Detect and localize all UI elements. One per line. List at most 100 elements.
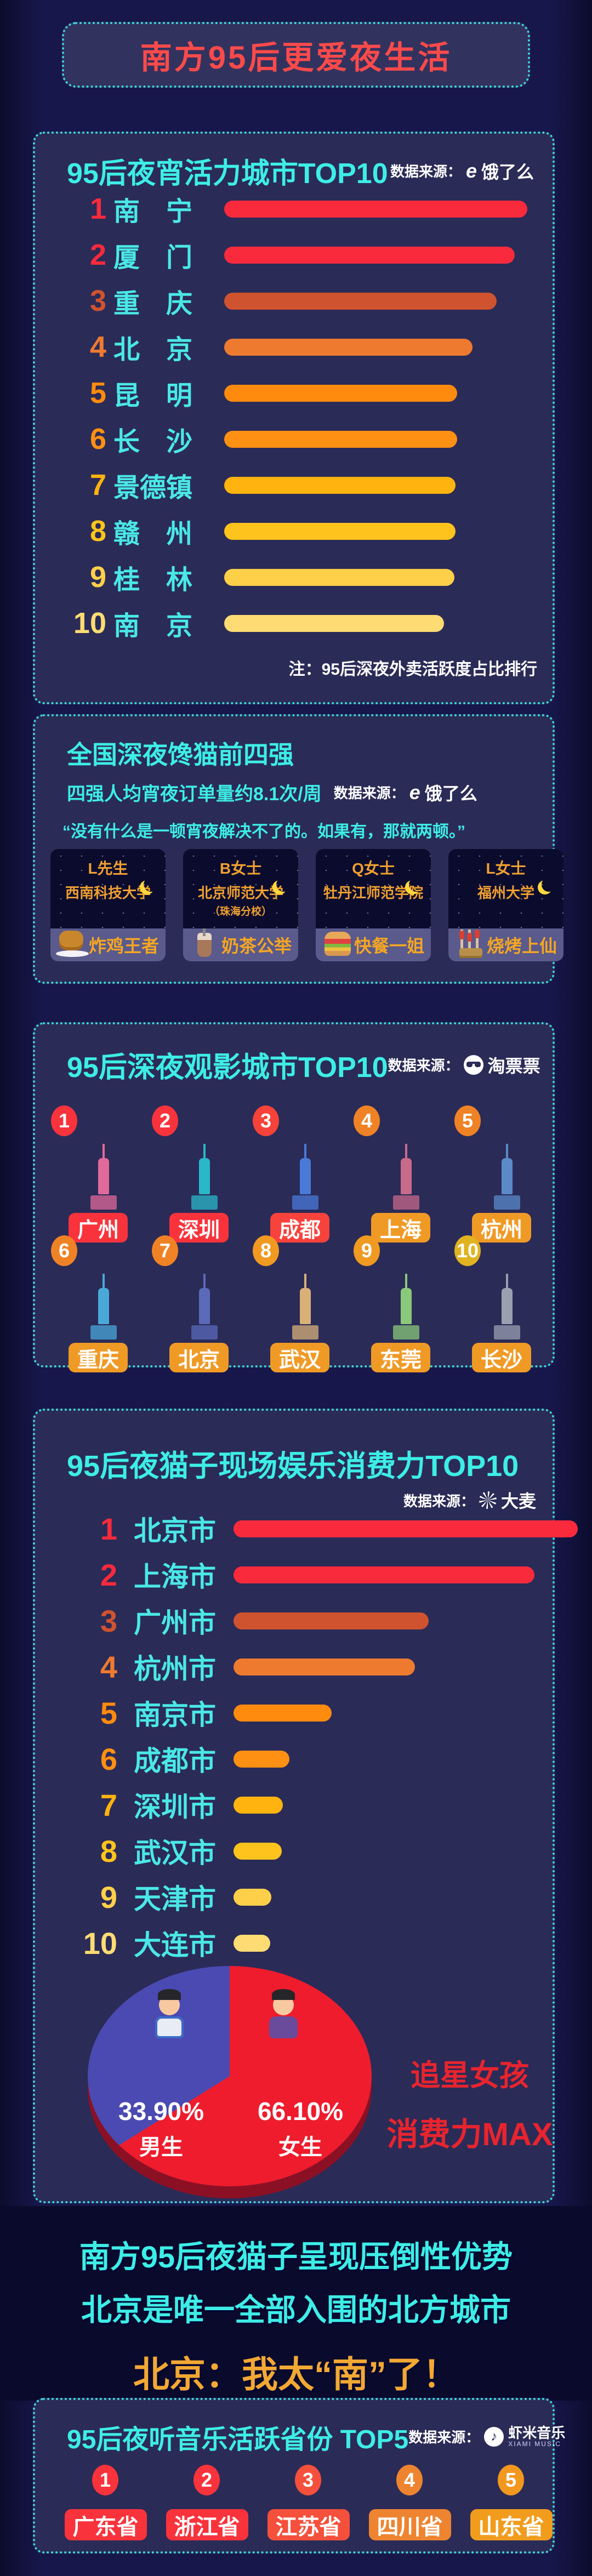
- value-bar: [234, 1612, 429, 1629]
- card-supper-cities: 95后夜宵活力城市TOP10 数据来源： e 饿了么 1 南 宁 2 厦 门 3…: [33, 132, 555, 704]
- rank-number: 8: [89, 515, 106, 548]
- conclusion-line2: 北京是唯一全部入围的北方城市: [81, 2293, 511, 2327]
- supper-bar-row: 4 北 京: [35, 324, 553, 370]
- supper-bar-row: 9 桂 林: [35, 554, 553, 600]
- rank-circle: 1: [51, 1105, 77, 1136]
- city-label: 昆 明: [113, 381, 193, 411]
- rank-number: 10: [83, 1925, 117, 1961]
- province-column: 5 山东省: [460, 2465, 562, 2540]
- title-banner: 南方95后更爱夜生活: [62, 22, 530, 88]
- highlight-line1: 追星女孩: [411, 2059, 529, 2092]
- rank-number: 3: [89, 284, 106, 317]
- source-name: 饿了么: [424, 783, 477, 803]
- rank-circle: 4: [396, 2465, 423, 2495]
- spending-bar-row: 3 广州市: [35, 1598, 553, 1644]
- rank-number: 10: [73, 607, 106, 640]
- rank-number: 7: [100, 1787, 117, 1822]
- school-label: 西南科技大学: [65, 885, 151, 901]
- rank-circle: 8: [253, 1235, 279, 1266]
- rank-number: 6: [89, 423, 106, 455]
- value-bar: [224, 476, 456, 494]
- city-landmark-icon: [191, 1137, 218, 1210]
- value-bar: [224, 200, 527, 218]
- city-label: 北 京: [113, 335, 193, 364]
- value-bar: [224, 292, 497, 310]
- moon-icon: [144, 877, 158, 892]
- movie-city-column: 4 上海: [350, 1105, 451, 1243]
- night-sky: L女士 福州大学: [448, 849, 563, 928]
- card-entertainment-spending: 95后夜猫子现场娱乐消费力TOP10 数据来源： 大麦 1 北京市 2 上海市 …: [33, 1409, 578, 2203]
- province-plate: 广东省: [64, 2509, 147, 2540]
- male-label: 男生: [139, 2135, 183, 2159]
- value-bar: [224, 384, 457, 402]
- city-label: 赣 州: [113, 520, 193, 549]
- city-label: 上海市: [134, 1561, 216, 1592]
- rank-number: 4: [100, 1649, 117, 1684]
- rank-number: 9: [89, 561, 106, 594]
- source-label: 数据来源：: [390, 163, 462, 180]
- movie-city-column: 5 杭州: [451, 1105, 552, 1243]
- rank-circle: 3: [253, 1105, 279, 1136]
- source-name: 饿了么: [481, 162, 534, 182]
- university-card: B女士 北京师范大学 （珠海分校） 奶茶公举: [183, 849, 298, 961]
- foodies-quote: “没有什么是一顿宵夜解决不了的。如果有，那就两顿。”: [62, 823, 465, 841]
- night-sky: B女士 北京师范大学 （珠海分校）: [183, 849, 298, 928]
- value-bar: [234, 1520, 578, 1537]
- rank-circle: 3: [295, 2465, 321, 2495]
- night-sky: L先生 西南科技大学: [50, 849, 166, 928]
- rank-number: 1: [100, 1511, 117, 1546]
- night-sky: Q女士 牡丹江师范学院: [316, 849, 431, 928]
- city-plate: 武汉: [270, 1343, 329, 1372]
- city-plate: 深圳: [169, 1213, 229, 1243]
- person-label: L先生: [88, 860, 128, 877]
- supper-source: 数据来源： e 饿了么: [390, 158, 534, 184]
- city-plate: 上海: [371, 1213, 430, 1243]
- highlight-line2: 消费力MAX: [386, 2117, 553, 2152]
- moon-icon: [542, 877, 556, 892]
- food-band: 快餐一姐: [316, 928, 431, 961]
- conclusion-line3: 北京：我太“南”了！: [133, 2354, 459, 2395]
- city-plate: 广州: [69, 1213, 128, 1243]
- city-label: 深圳市: [134, 1792, 216, 1822]
- foodies-subtitle-line: 四强人均宵夜订单量约8.1次/周 数据来源： e 饿了么: [35, 779, 553, 806]
- food-band: 烧烤上仙: [448, 928, 563, 961]
- value-bar: [224, 246, 515, 264]
- rank-number: 2: [100, 1557, 117, 1592]
- city-label: 厦 门: [113, 243, 193, 272]
- spending-title: 95后夜猫子现场娱乐消费力TOP10: [67, 1450, 519, 1483]
- city-label: 景德镇: [113, 474, 193, 503]
- source-name: 大麦: [500, 1491, 536, 1511]
- city-landmark-icon: [90, 1267, 117, 1340]
- value-bar: [224, 338, 473, 356]
- city-landmark-icon: [494, 1137, 520, 1210]
- boy-figure-icon: [150, 1989, 189, 2038]
- supper-title: 95后夜宵活力城市TOP10: [67, 158, 388, 190]
- spending-bar-chart: 1 北京市 2 上海市 3 广州市 4 杭州市 5 南京市 6: [35, 1506, 578, 1966]
- province-column: 1 广东省: [55, 2465, 156, 2540]
- source-label: 数据来源：: [333, 785, 405, 801]
- city-label: 天津市: [134, 1884, 216, 1914]
- city-plate: 北京: [169, 1343, 229, 1372]
- city-label: 南京市: [134, 1700, 216, 1730]
- rank-circle: 1: [92, 2465, 118, 2495]
- city-label: 重 庆: [113, 289, 193, 318]
- city-landmark-icon: [90, 1137, 117, 1210]
- supper-bar-row: 1 南 宁: [35, 186, 553, 232]
- province-column: 3 江苏省: [258, 2465, 359, 2540]
- movie-city-column: 2 深圳: [149, 1105, 249, 1243]
- rank-number: 3: [100, 1603, 117, 1638]
- rank-number: 2: [89, 238, 106, 271]
- rank-circle: 5: [454, 1105, 481, 1136]
- supper-bar-row: 8 赣 州: [35, 508, 553, 554]
- rank-number: 5: [100, 1695, 117, 1730]
- supper-bar-row: 5 昆 明: [35, 370, 553, 416]
- spending-bar-row: 4 杭州市: [35, 1644, 553, 1690]
- city-label: 桂 林: [113, 566, 193, 595]
- rank-number: 4: [89, 330, 106, 363]
- spending-bar-row: 5 南京市: [35, 1690, 553, 1736]
- school-label: 牡丹江师范学院: [323, 885, 423, 901]
- supper-bar-row: 6 长 沙: [35, 416, 553, 462]
- rank-number: 7: [89, 469, 106, 501]
- rank-circle: 10: [454, 1235, 481, 1266]
- province-plate: 浙江省: [166, 2509, 248, 2540]
